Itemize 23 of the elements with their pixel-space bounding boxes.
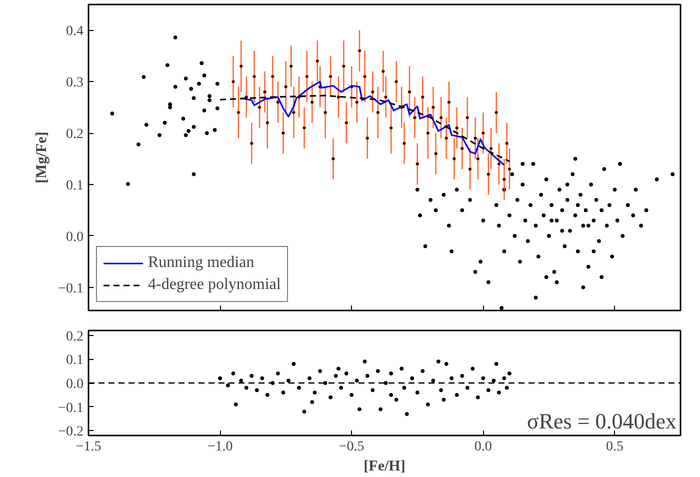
x-tick-label: −0.5 [338,440,364,454]
annotation: σRes = 0.040dex [526,408,676,434]
y-tick-label: 0.0 [66,230,84,245]
y-tick-label: −0.2 [58,424,84,440]
y-tick-label: 0.1 [66,178,84,194]
legend-label: 4-degree polynomial [148,276,281,294]
x-tick-label: −1.5 [76,440,102,454]
x-tick-label: 0.0 [474,440,492,454]
y-tick-label: 0.2 [66,329,84,344]
y-tick-label: 0.2 [66,127,84,142]
y-tick-label: 0.1 [66,353,84,368]
y-tick-label: 0.4 [66,24,84,40]
y-tick-label: −0.1 [58,281,84,296]
x-tick-label: 0.5 [606,440,624,454]
y-axis-title: [Mg/Fe] [34,132,50,184]
x-tick-label: −1.0 [207,440,233,454]
y-tick-label: 0.3 [66,76,84,91]
y-tick-label: 0.0 [66,377,84,392]
x-axis-title: [Fe/H] [364,458,406,474]
line-series [240,80,506,166]
legend-label: Running median [148,254,254,272]
line-series [219,94,510,162]
y-tick-label: −0.1 [58,400,84,416]
